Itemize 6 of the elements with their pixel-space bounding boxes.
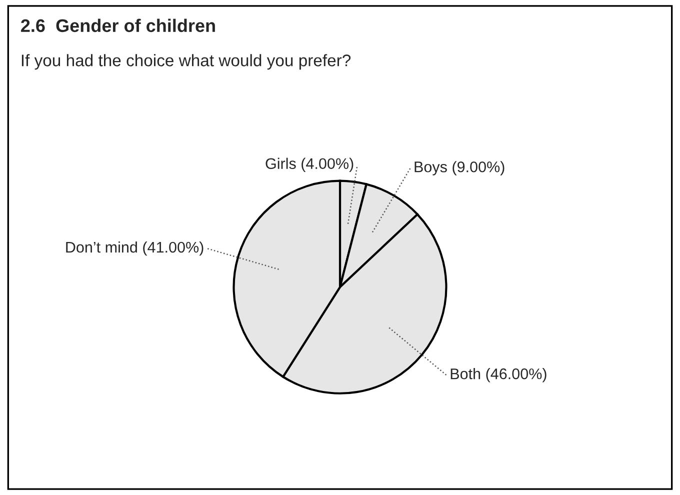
slice-label: Don’t mind (41.00%) <box>66 241 204 256</box>
chart-subtitle: If you had the choice what would you prefer? <box>22 54 351 70</box>
slice-label: Boys (9.00%) <box>414 161 504 176</box>
slice-label: Girls (4.00%) <box>266 158 354 172</box>
slice-label: Both (46.00%) <box>450 368 546 382</box>
chart-title: 2.6 Gender of children <box>21 18 215 32</box>
